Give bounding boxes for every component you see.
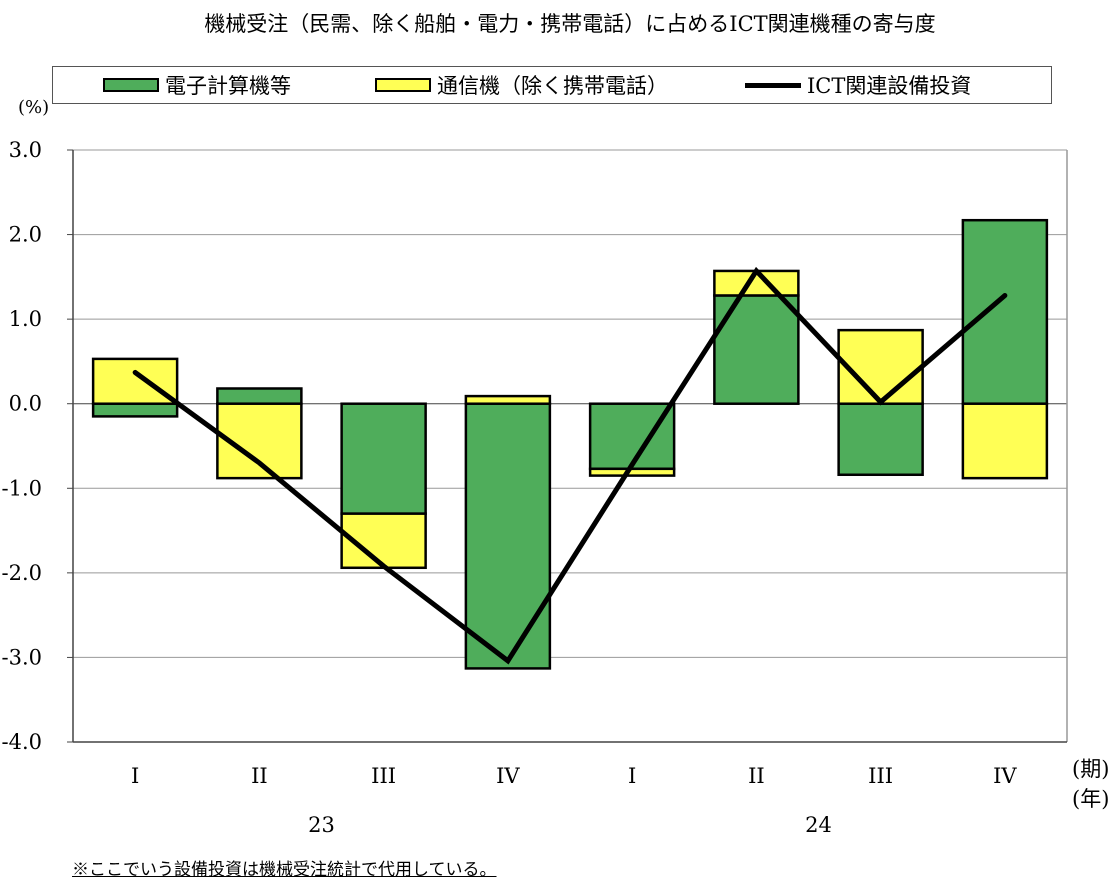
bar-segment bbox=[216, 387, 303, 405]
x-tick-label: III bbox=[371, 764, 396, 788]
bar-segment bbox=[91, 402, 179, 418]
x-axis-unit: (期) bbox=[1072, 757, 1109, 781]
y-tick-label: 3.0 bbox=[9, 138, 42, 162]
bar-segment bbox=[91, 357, 179, 405]
x-tick-label: II bbox=[748, 764, 765, 788]
legend-item-computers: 電子計算機等 bbox=[103, 70, 291, 100]
legend-label: ICT関連設備投資 bbox=[807, 74, 972, 98]
bar-segment bbox=[340, 402, 427, 515]
bar-segment bbox=[588, 467, 676, 477]
year-label: 23 bbox=[308, 813, 335, 837]
legend: 電子計算機等 通信機（除く携帯電話） ICT関連設備投資 bbox=[52, 66, 1052, 104]
bar-segment bbox=[340, 512, 427, 570]
line-series bbox=[132, 266, 1008, 665]
y-tick-label: 0.0 bbox=[9, 392, 42, 416]
y-tick-label: -3.0 bbox=[2, 645, 43, 669]
legend-item-telecom: 通信機（除く携帯電話） bbox=[375, 70, 668, 100]
y-tick-label: -2.0 bbox=[2, 561, 43, 585]
bar-segment bbox=[837, 402, 924, 477]
year-unit: (年) bbox=[1072, 787, 1109, 811]
y-tick-label: 1.0 bbox=[9, 307, 42, 331]
x-tick-label: I bbox=[131, 764, 139, 788]
x-tick-label: II bbox=[251, 764, 268, 788]
legend-swatch bbox=[375, 78, 431, 92]
bar-segment bbox=[464, 402, 552, 670]
x-tick-label: I bbox=[628, 764, 636, 788]
bar-segment bbox=[464, 394, 552, 405]
legend-label: 通信機（除く携帯電話） bbox=[437, 74, 668, 98]
x-tick-label: IV bbox=[993, 764, 1017, 788]
chart-title: 機械受注（民需、除く船舶・電力・携帯電話）に占めるICT関連機種の寄与度 bbox=[204, 12, 936, 36]
legend-label: 電子計算機等 bbox=[165, 74, 291, 98]
bar-segment bbox=[961, 402, 1049, 480]
y-tick-label: 2.0 bbox=[9, 223, 42, 247]
x-tick-label: IV bbox=[496, 764, 520, 788]
y-tick-label: -4.0 bbox=[2, 730, 43, 754]
bar-segment bbox=[961, 218, 1049, 405]
y-tick-label: -1.0 bbox=[2, 476, 43, 500]
legend-line bbox=[745, 82, 801, 88]
bar-segment bbox=[837, 328, 924, 405]
footnote: ※ここでいう設備投資は機械受注統計で代用している。 bbox=[72, 860, 497, 880]
bar-segment bbox=[588, 402, 676, 471]
legend-swatch bbox=[103, 78, 159, 92]
y-axis-unit: (%) bbox=[18, 97, 49, 118]
year-label: 24 bbox=[805, 813, 832, 837]
x-tick-label: III bbox=[868, 764, 893, 788]
legend-item-ict-investment: ICT関連設備投資 bbox=[745, 70, 971, 100]
bar-segment bbox=[713, 294, 800, 405]
